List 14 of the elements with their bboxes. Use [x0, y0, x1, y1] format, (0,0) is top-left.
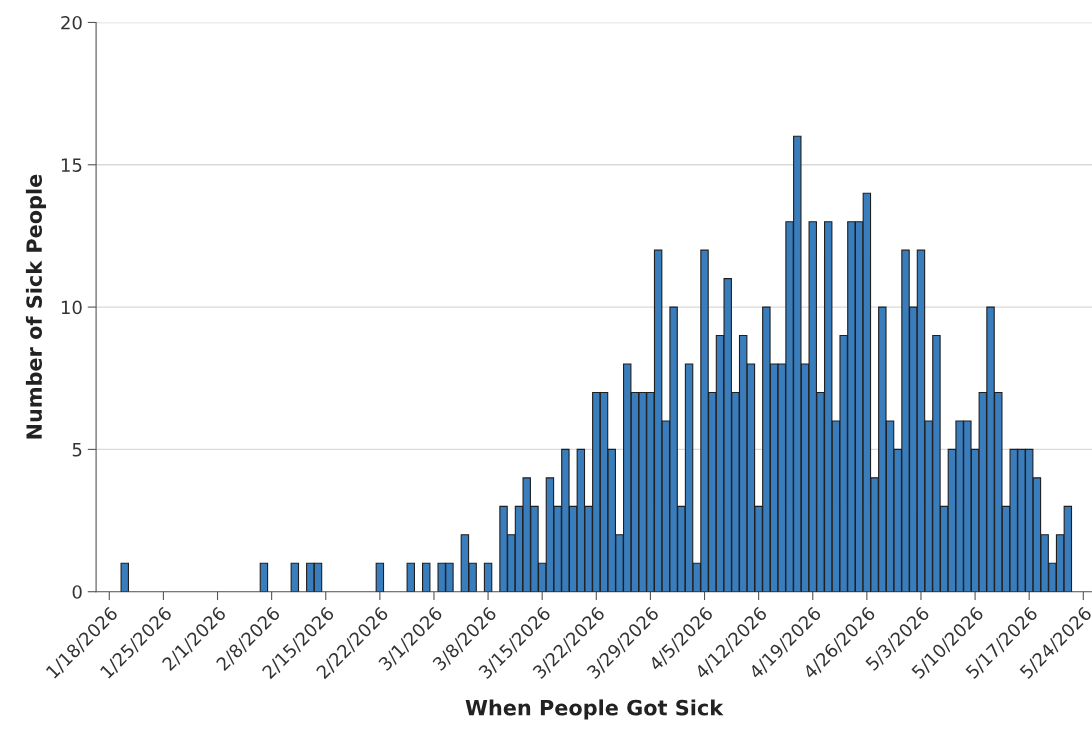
bar — [406, 562, 416, 592]
bar — [483, 562, 493, 592]
x-axis-title: When People Got Sick — [465, 699, 724, 720]
bar — [290, 562, 300, 592]
bar — [422, 562, 431, 592]
bar — [259, 562, 269, 592]
y-tick-label: 0 — [72, 585, 82, 599]
bar — [120, 562, 129, 592]
y-tick-label: 20 — [61, 15, 82, 30]
bar — [375, 562, 385, 592]
y-axis-title: Number of Sick People — [25, 174, 47, 439]
y-tick-label: 10 — [61, 300, 82, 315]
y-tick-label: 5 — [72, 443, 82, 457]
y-tick-label: 15 — [61, 158, 82, 172]
